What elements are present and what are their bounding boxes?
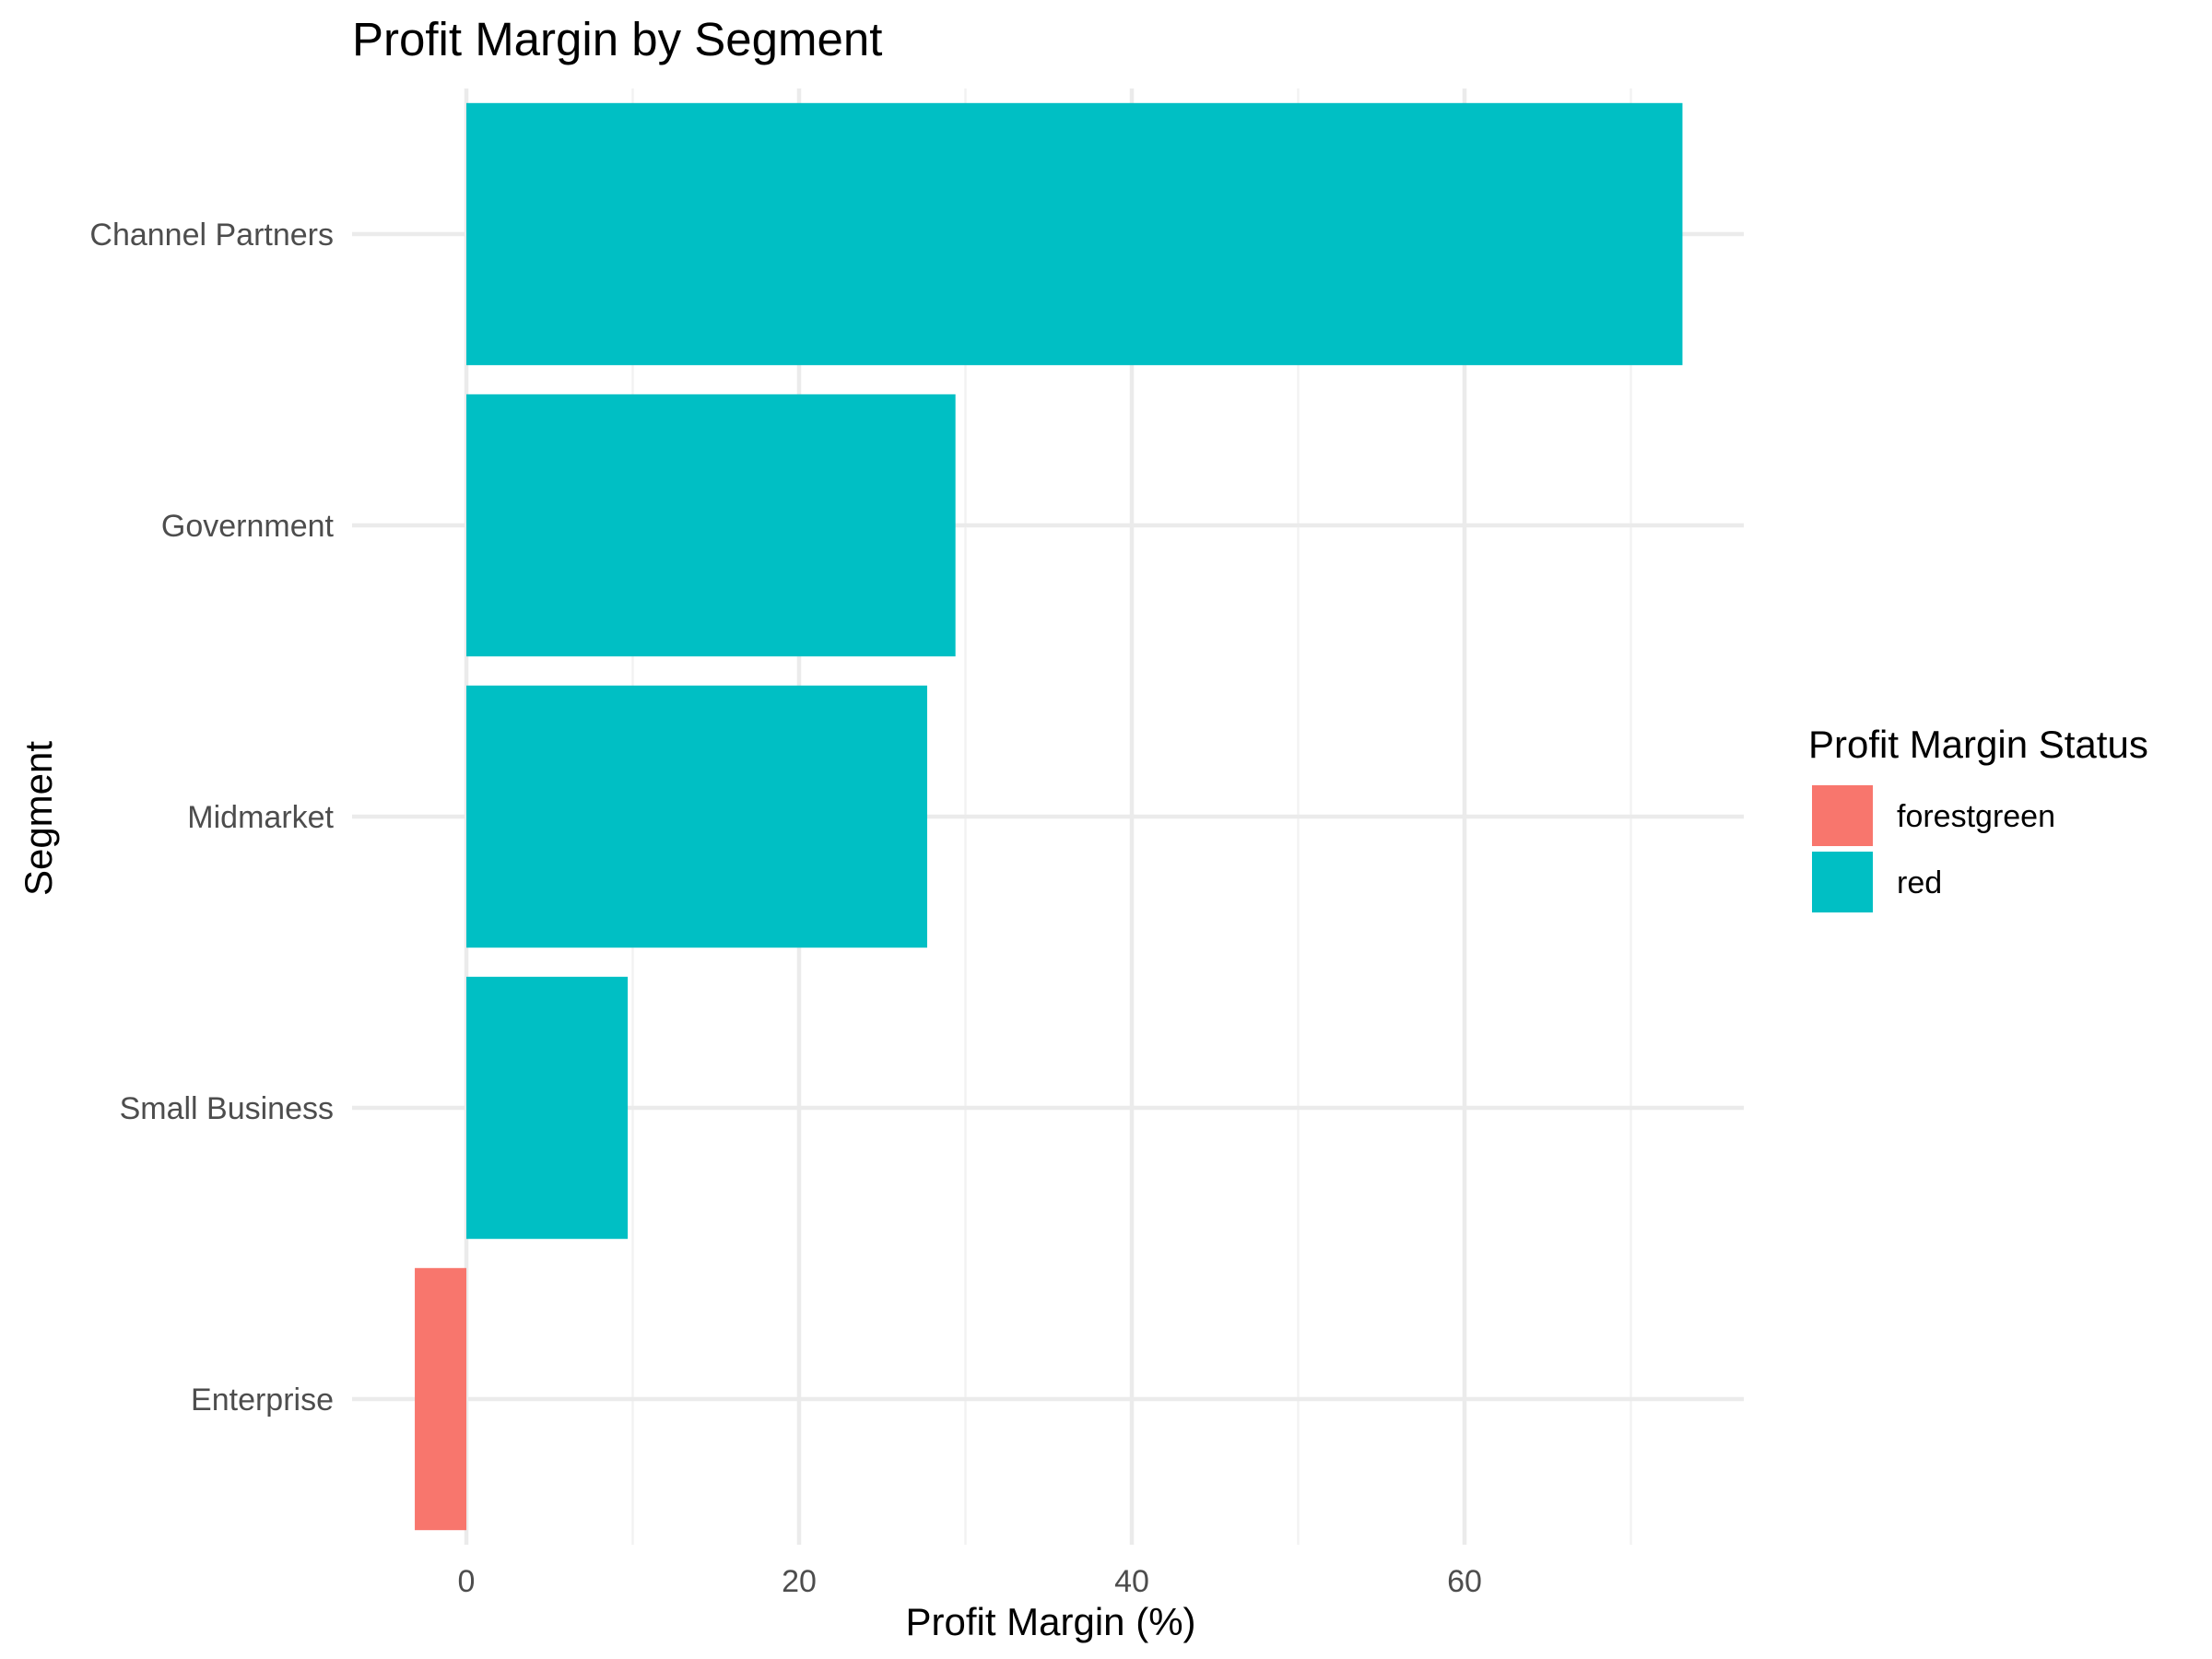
bar-small-business xyxy=(466,976,629,1240)
y-tick-labels: Enterprise Small Business Midmarket Governm… xyxy=(89,218,334,1418)
bar-channel-partners xyxy=(466,102,1683,366)
x-tick-label: 20 xyxy=(782,1564,817,1599)
x-tick-label: 60 xyxy=(1447,1564,1482,1599)
x-tick-label: 0 xyxy=(458,1564,476,1599)
legend: Profit Margin Status forestgreen red xyxy=(1808,723,2148,912)
bars xyxy=(415,102,1683,1531)
bar-government xyxy=(466,394,956,657)
x-tick-label: 40 xyxy=(1114,1564,1149,1599)
legend-key xyxy=(1812,785,1873,846)
legend-title: Profit Margin Status xyxy=(1808,723,2148,766)
y-tick-label: Channel Partners xyxy=(89,218,334,253)
y-tick-label: Government xyxy=(161,509,335,544)
y-tick-label: Small Business xyxy=(120,1091,334,1126)
y-tick-label: Midmarket xyxy=(187,800,334,835)
legend-label: red xyxy=(1897,865,1942,900)
bar-enterprise xyxy=(415,1267,466,1531)
y-axis-title: Segment xyxy=(17,741,60,896)
x-axis-title: Profit Margin (%) xyxy=(905,1600,1195,1643)
chart-title: Profit Margin by Segment xyxy=(352,13,882,65)
bar-midmarket xyxy=(466,685,927,948)
legend-label: forestgreen xyxy=(1897,799,2055,834)
legend-key xyxy=(1812,852,1873,912)
x-tick-labels: 0 20 40 60 xyxy=(458,1564,1482,1599)
y-tick-label: Enterprise xyxy=(191,1382,334,1418)
